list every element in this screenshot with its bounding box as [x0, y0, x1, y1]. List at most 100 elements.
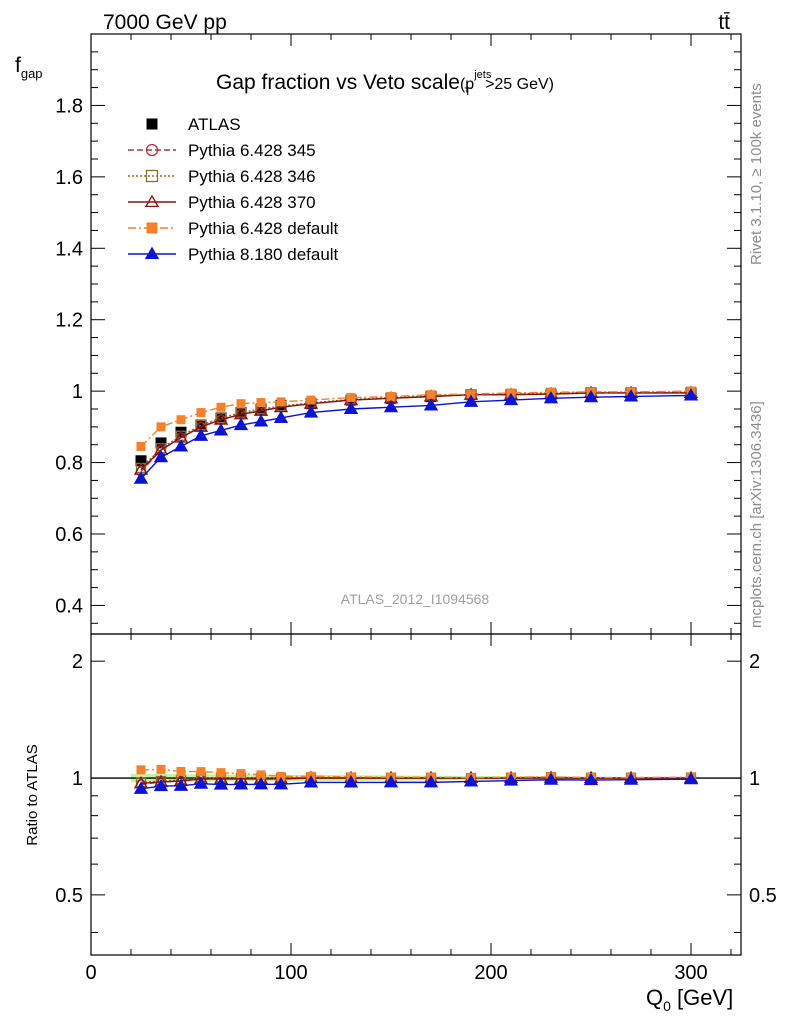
x-axis-label-sub: 0	[663, 998, 671, 1014]
x-axis-label-main: Q	[646, 985, 663, 1010]
ratio-data-point	[193, 776, 209, 789]
ratio-data-point	[136, 765, 146, 775]
y-tick-label: 1.4	[55, 238, 83, 260]
x-axis-label: Q0 [GeV]	[646, 985, 733, 1014]
chart-title: Gap fraction vs Veto scale(pjets T >25 GeV…	[216, 69, 554, 98]
data-point	[213, 423, 229, 436]
chart-title-sub: T	[464, 86, 471, 98]
legend-label: Pythia 6.428 345	[188, 141, 316, 160]
ratio-plot-frame	[90, 633, 742, 956]
data-point	[153, 449, 169, 463]
ratio-data-point	[273, 776, 289, 790]
data-point	[195, 419, 207, 431]
ratio-data-point	[583, 772, 599, 786]
ratio-data-point	[216, 768, 226, 778]
ratio-data-point	[343, 775, 359, 788]
legend-label: Pythia 6.428 346	[188, 167, 316, 186]
legend-label: Pythia 6.428 default	[188, 219, 339, 238]
ratio-tick-label-right: 2	[749, 651, 760, 673]
ratio-data-point	[623, 772, 639, 785]
data-point	[156, 422, 166, 432]
ratio-data-point	[256, 770, 266, 780]
ratio-data-point	[196, 767, 206, 777]
series-line	[140, 392, 691, 471]
data-point	[343, 401, 359, 415]
y-tick-label: 1.2	[55, 310, 83, 332]
data-point	[236, 399, 246, 409]
ratio-data-point	[176, 766, 186, 776]
legend-marker	[146, 118, 158, 130]
data-point	[543, 390, 559, 404]
y-tick-label: 1	[72, 381, 83, 403]
chart-title-rest: >25 GeV)	[485, 76, 554, 93]
legend-marker	[144, 246, 160, 260]
data-point	[386, 392, 396, 401]
data-point	[423, 398, 439, 411]
ratio-data-point	[253, 777, 269, 790]
x-axis-label-unit: [GeV]	[671, 985, 733, 1010]
ratio-data-point	[303, 775, 319, 788]
side-text-mcplots: mcplots.cern.ch [arXiv:1306.3436]	[748, 401, 765, 628]
legend-entry-2: Pythia 6.428 346	[128, 167, 316, 186]
legend-entry-4: Pythia 6.428 default	[128, 219, 339, 238]
legend-marker	[144, 194, 160, 208]
x-tick-label: 0	[85, 962, 96, 984]
data-point	[173, 439, 189, 452]
data-point	[253, 414, 269, 427]
legend-marker	[145, 169, 159, 183]
data-point	[583, 389, 599, 403]
ratio-data-point	[683, 771, 699, 785]
legend-label: Pythia 8.180 default	[188, 245, 339, 264]
ratio-data-point	[236, 769, 246, 779]
y-axis-label-main: f	[15, 54, 21, 77]
chart-title-open: (p	[460, 76, 474, 93]
ratio-tick-label-right: 0.5	[749, 885, 777, 907]
data-point	[216, 402, 226, 412]
data-point	[503, 392, 519, 406]
ratio-data-point	[503, 773, 519, 786]
ratio-data-point	[543, 772, 559, 785]
data-point	[176, 415, 186, 425]
ratio-tick-label-right: 1	[749, 768, 760, 790]
data-point	[346, 393, 356, 403]
analysis-watermark: ATLAS_2012_I1094568	[341, 591, 490, 607]
ratio-data-point	[156, 764, 166, 774]
side-text-rivet: Rivet 3.1.10, ≥ 100k events	[748, 83, 765, 265]
data-point	[623, 389, 639, 402]
y-axis-label-sub: gap	[21, 66, 43, 81]
series-5	[133, 388, 699, 484]
ratio-data-point	[153, 778, 169, 792]
header-beam-label: 7000 GeV pp	[103, 11, 227, 34]
data-point	[273, 410, 289, 423]
ratio-series-line	[140, 768, 692, 779]
ratio-data-point	[463, 774, 479, 787]
data-point	[133, 471, 149, 484]
legend-entry-3: Pythia 6.428 370	[128, 193, 316, 212]
y-tick-label: 1.6	[55, 167, 83, 189]
x-tick-label: 200	[474, 962, 507, 984]
data-point	[215, 412, 227, 424]
data-point	[276, 397, 286, 407]
ratio-data-point	[133, 781, 149, 794]
ratio-series-5	[133, 771, 699, 794]
legend-entry-1: Pythia 6.428 345	[128, 141, 316, 160]
legend-marker	[145, 143, 159, 157]
x-tick-label: 100	[274, 962, 307, 984]
data-point	[196, 408, 206, 418]
legend-entry-5: Pythia 8.180 default	[128, 245, 339, 264]
data-point	[306, 395, 316, 405]
ratio-data-point	[383, 775, 399, 788]
y-tick-label: 1.8	[55, 95, 83, 117]
chart-title-sup: jets	[473, 69, 492, 81]
ratio-data-point	[213, 777, 229, 790]
y-tick-label: 0.4	[55, 595, 83, 617]
header-process-label: tt̄	[718, 11, 730, 34]
y-tick-label: 0.6	[55, 524, 83, 546]
data-point	[233, 417, 249, 431]
ratio-tick-label: 0.5	[55, 885, 83, 907]
ratio-panel: 0 100 200 300 0.5 0.5 1 1 2 2	[55, 633, 777, 984]
data-point	[463, 394, 479, 407]
ratio-axis-label: Ratio to ATLAS	[24, 744, 41, 845]
data-point	[466, 389, 476, 399]
